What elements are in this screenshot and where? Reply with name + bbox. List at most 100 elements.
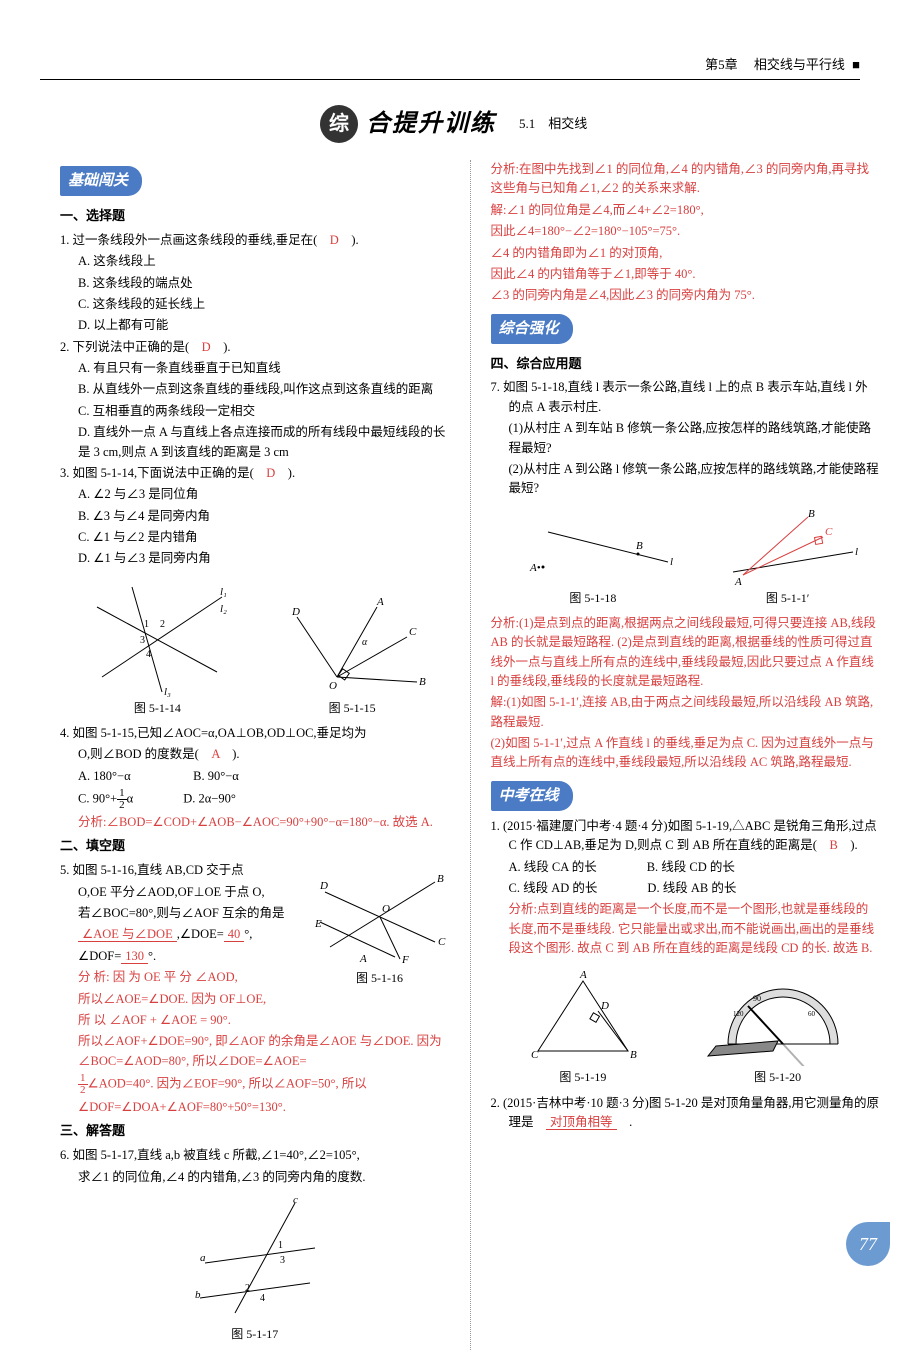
svg-text:60: 60 bbox=[808, 1010, 816, 1018]
q1-b: B. 这条线段的端点处 bbox=[60, 274, 450, 293]
page-number: 77 bbox=[846, 1222, 890, 1266]
heading-4: 四、综合应用题 bbox=[491, 354, 881, 375]
fig-1p-svg: A B C l bbox=[713, 507, 863, 587]
header-box: ■ bbox=[852, 55, 860, 76]
svg-text:D: D bbox=[291, 606, 300, 618]
q5-a3: 所 以 ∠AOF + ∠AOE = 90°. bbox=[60, 1011, 450, 1030]
q7-l2: (1)从村庄 A 到车站 B 修筑一条公路,应按怎样的路线筑路,才能使路程最短? bbox=[491, 419, 881, 458]
r1-s1: 解:∠1 的同位角是∠4,而∠4+∠2=180°, bbox=[491, 201, 881, 220]
svg-text:120: 120 bbox=[733, 1010, 744, 1018]
svg-text:C: C bbox=[531, 1049, 539, 1061]
fig-19: A C B D 图 5-1-19 bbox=[513, 966, 653, 1087]
q4-stem: 4. 如图 5-1-15,已知∠AOC=α,OA⊥OB,OD⊥OC,垂足均为 bbox=[60, 724, 450, 743]
q3-b: B. ∠3 与∠4 是同旁内角 bbox=[60, 507, 450, 526]
q6-l2: 求∠1 的同位角,∠4 的内错角,∠3 的同旁内角的度数. bbox=[60, 1168, 450, 1187]
q7a-s1: 解:(1)如图 5-1-1′,连接 AB,由于两点之间线段最短,所以沿线段 AB… bbox=[491, 693, 881, 732]
fig-20-svg: 90 120 60 bbox=[698, 966, 858, 1066]
heading-1: 一、选择题 bbox=[60, 206, 450, 227]
svg-text:F: F bbox=[401, 954, 409, 966]
q7-l3: (2)从村庄 A 到公路 l 修筑一条公路,应按怎样的路线筑路,才能使路程最短? bbox=[491, 460, 881, 499]
fig-18-1p-row: A• B l 图 5-1-18 A B C l 图 5-1-1′ bbox=[491, 501, 881, 614]
fig-19-svg: A C B D bbox=[513, 966, 653, 1066]
svg-text:D: D bbox=[319, 880, 328, 892]
fig-16: D B E C A F O 图 5-1-16 bbox=[310, 867, 450, 988]
svg-text:O: O bbox=[329, 680, 337, 692]
q2-c: C. 互相垂直的两条线段一定相交 bbox=[60, 402, 450, 421]
svg-text:A: A bbox=[579, 969, 587, 981]
r1-s5: ∠3 的同旁内角是∠4,因此∠3 的同旁内角为 75°. bbox=[491, 286, 881, 305]
svg-text:B: B bbox=[636, 540, 643, 552]
heading-3: 三、解答题 bbox=[60, 1121, 450, 1142]
section-exam: 中考在线 bbox=[491, 781, 573, 811]
e1-cd: C. 线段 AD 的长 D. 线段 AB 的长 bbox=[491, 879, 881, 898]
fig-14-15-row: l₁ l₂ l₃ 1 2 3 4 图 5-1-14 D A bbox=[60, 571, 450, 724]
svg-text:α: α bbox=[362, 637, 368, 648]
q3-stem: 3. 如图 5-1-14,下面说法中正确的是( D ). bbox=[60, 464, 450, 483]
svg-text:A: A bbox=[359, 953, 367, 965]
svg-text:B: B bbox=[419, 676, 426, 688]
svg-text:l₂: l₂ bbox=[220, 603, 227, 615]
e2-stem: 2. (2015·吉林中考·10 题·3 分)图 5-1-20 是对顶角量角器,… bbox=[491, 1094, 881, 1133]
q6-l1: 6. 如图 5-1-17,直线 a,b 被直线 c 所截,∠1=40°,∠2=1… bbox=[60, 1146, 450, 1165]
r1-a1: 分析:在图中先找到∠1 的同位角,∠4 的内错角,∠3 的同旁内角,再寻找这些角… bbox=[491, 160, 881, 199]
fig-15: D A C B O α 图 5-1-15 bbox=[277, 587, 427, 718]
svg-text:3: 3 bbox=[280, 1255, 285, 1266]
svg-text:l₁: l₁ bbox=[220, 586, 227, 598]
q4-stem2: O,则∠BOD 的度数是( A ). bbox=[60, 745, 450, 764]
fig-1p: A B C l 图 5-1-1′ bbox=[713, 507, 863, 608]
svg-text:O: O bbox=[382, 903, 390, 915]
fig-18: A• B l 图 5-1-18 bbox=[508, 507, 678, 608]
q5-a2: 所以∠AOE=∠DOE. 因为 OF⊥OE, bbox=[60, 990, 450, 1009]
q4-cd: C. 90°+12α D. 2α−90° bbox=[60, 788, 450, 811]
e1-stem: 1. (2015·福建厦门中考·4 题·4 分)如图 5-1-19,△ABC 是… bbox=[491, 817, 881, 856]
q2-stem: 2. 下列说法中正确的是( D ). bbox=[60, 338, 450, 357]
section-basic: 基础闯关 bbox=[60, 166, 142, 196]
q5-a5: 12∠AOD=40°. 因为∠EOF=90°, 所以∠AOF=50°, 所以 bbox=[60, 1073, 450, 1096]
fig-20: 90 120 60 图 5-1-20 bbox=[698, 966, 858, 1087]
fig-17: c a b 1 3 2 4 图 5-1-17 bbox=[60, 1193, 450, 1344]
svg-text:l: l bbox=[670, 556, 673, 568]
title-sub: 5.1 相交线 bbox=[519, 114, 587, 135]
fig-15-svg: D A C B O α bbox=[277, 587, 427, 697]
q5-a4: 所以∠AOF+∠DOE=90°, 即∠AOF 的余角是∠AOE 与∠DOE. 因… bbox=[60, 1032, 450, 1071]
fig-14-svg: l₁ l₂ l₃ 1 2 3 4 bbox=[82, 577, 232, 697]
column-divider bbox=[470, 160, 471, 1350]
page-header: 第5章 相交线与平行线 ■ bbox=[40, 55, 860, 80]
q5-a6: ∠DOF=∠DOA+∠AOF=80°+50°=130°. bbox=[60, 1098, 450, 1117]
svg-text:B: B bbox=[808, 508, 815, 520]
main-title: 综 合提升训练 5.1 相交线 bbox=[320, 105, 587, 143]
e1-an: 分析:点到直线的距离是一个长度,而不是一个图形,也就是垂线段的长度,而不是垂线段… bbox=[491, 900, 881, 958]
q1-stem: 1. 过一条线段外一点画这条线段的垂线,垂足在( D ). bbox=[60, 231, 450, 250]
svg-text:1: 1 bbox=[278, 1240, 283, 1251]
svg-text:4: 4 bbox=[146, 649, 151, 660]
svg-text:90: 90 bbox=[753, 994, 761, 1003]
fig-19-20-row: A C B D 图 5-1-19 90 120 bbox=[491, 960, 881, 1093]
e1-ab: A. 线段 CA 的长 B. 线段 CD 的长 bbox=[491, 858, 881, 877]
svg-text:C: C bbox=[409, 626, 417, 638]
q7-l1: 7. 如图 5-1-18,直线 l 表示一条公路,直线 l 上的点 B 表示车站… bbox=[491, 378, 881, 417]
q2-b: B. 从直线外一点到这条直线的垂线段,叫作这点到这条直线的距离 bbox=[60, 380, 450, 399]
q4-ab: A. 180°−α B. 90°−α bbox=[60, 767, 450, 786]
title-badge: 综 bbox=[320, 105, 358, 143]
q4-analysis: 分析:∠BOD=∠COD+∠AOB−∠AOC=90°+90°−α=180°−α.… bbox=[60, 813, 450, 832]
svg-text:4: 4 bbox=[260, 1293, 265, 1304]
r1-s4: 因此∠4 的内错角等于∠1,即等于 40°. bbox=[491, 265, 881, 284]
r1-s3: ∠4 的内错角即为∠1 的对顶角, bbox=[491, 244, 881, 263]
svg-text:A•: A• bbox=[529, 562, 541, 574]
svg-text:C: C bbox=[438, 936, 446, 948]
chapter-title: 相交线与平行线 bbox=[754, 57, 845, 72]
q1-a: A. 这条线段上 bbox=[60, 252, 450, 271]
svg-text:l₃: l₃ bbox=[164, 686, 171, 697]
svg-text:l: l bbox=[855, 546, 858, 558]
q7a-a1: 分析:(1)是点到点的距离,根据两点之间线段最短,可得只要连接 AB,线段 AB… bbox=[491, 614, 881, 692]
svg-text:c: c bbox=[293, 1194, 298, 1206]
chapter-label: 第5章 bbox=[705, 57, 738, 72]
svg-text:C: C bbox=[825, 526, 833, 538]
fig-17-svg: c a b 1 3 2 4 bbox=[180, 1193, 330, 1323]
svg-text:E: E bbox=[314, 918, 322, 930]
fig-18-svg: A• B l bbox=[508, 507, 678, 587]
svg-text:2: 2 bbox=[160, 619, 165, 630]
svg-text:1: 1 bbox=[144, 619, 149, 630]
svg-text:B: B bbox=[437, 873, 444, 885]
section-comprehensive: 综合强化 bbox=[491, 314, 573, 344]
